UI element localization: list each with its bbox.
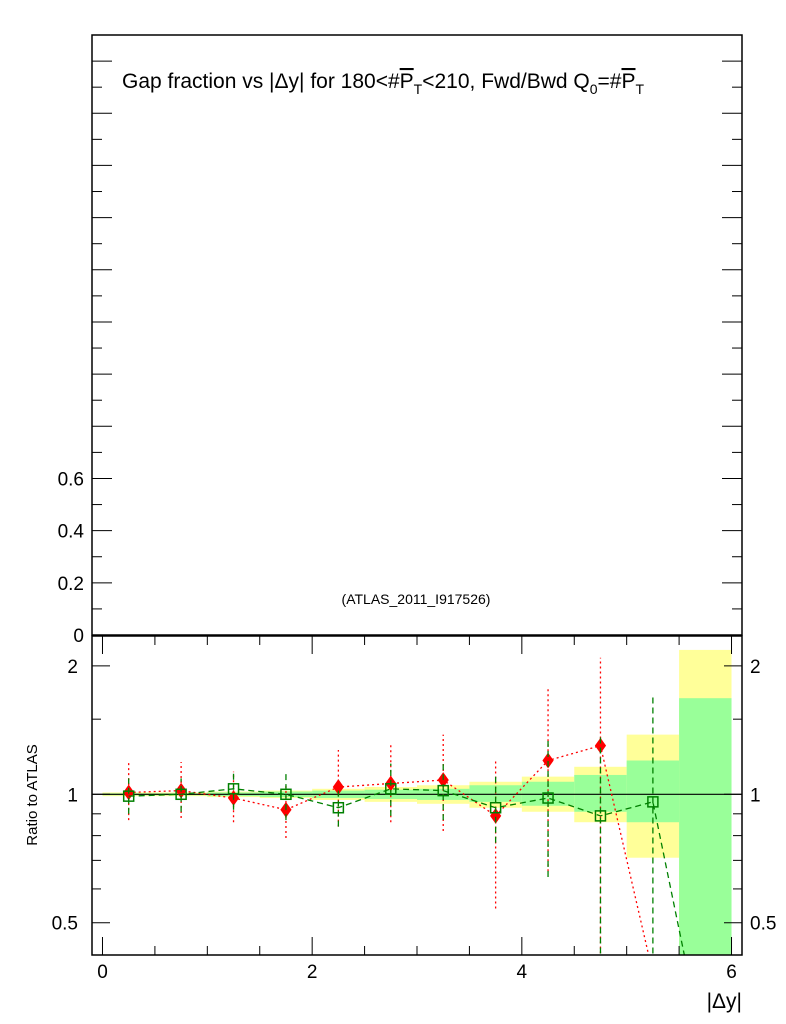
ratio-y-axis-labels-right: 0.5 1 2 <box>750 657 776 935</box>
green-band-bin <box>469 785 522 802</box>
title-part-before: Gap fraction vs |Δy| for 180<# <box>122 70 400 93</box>
series-line-green <box>128 788 685 955</box>
green-band-bin <box>679 698 732 955</box>
x-tick-label: 6 <box>726 962 737 983</box>
title-pt-symbol-2: P <box>621 70 635 93</box>
x-tick-label: 4 <box>517 962 528 983</box>
title-pt-symbol: P <box>400 70 414 93</box>
title-part-eq: =# <box>598 70 622 93</box>
uncertainty-bands <box>102 649 732 955</box>
ratio-y-tick-label-right: 2 <box>750 657 761 678</box>
title-pt-subscript-2: T <box>636 81 645 97</box>
main-plot-frame <box>91 34 743 636</box>
chart-title: Gap fraction vs |Δy| for 180<#PT<210, Fw… <box>122 70 645 97</box>
ratio-y-tick-label: 2 <box>67 657 78 678</box>
analysis-annotation: (ATLAS_2011_I917526) <box>342 591 491 607</box>
data-point-green <box>280 788 292 801</box>
title-pt-subscript: T <box>414 81 423 97</box>
ratio-y-tick-label-right: 0.5 <box>750 914 776 935</box>
data-point-green <box>647 796 659 808</box>
ratio-y-tick-label-right: 1 <box>750 785 761 806</box>
main-y-tick-label: 0.6 <box>58 469 84 490</box>
x-tick-label: 0 <box>97 962 108 983</box>
ratio-y-axis-labels-left: 0.5 1 2 <box>52 657 78 935</box>
data-point-green <box>332 801 345 814</box>
x-axis-tick-labels: 0 2 4 6 <box>97 962 737 983</box>
title-part-middle: <210, Fwd/Bwd Q <box>422 70 590 93</box>
x-axis-title: |Δy| <box>707 990 742 1013</box>
data-point-green <box>489 801 502 814</box>
ratio-y-tick-label: 0.5 <box>52 914 78 935</box>
data-point-green <box>122 790 135 802</box>
data-point-green <box>175 788 187 801</box>
generator-series <box>122 657 685 955</box>
x-tick-label: 2 <box>307 962 318 983</box>
main-y-tick-label: 0.2 <box>58 574 84 595</box>
data-point-green <box>437 784 449 797</box>
title-q-subscript: 0 <box>590 81 598 97</box>
data-point-red <box>542 752 554 769</box>
series-green <box>122 695 685 955</box>
main-y-axis-ticks <box>92 34 742 636</box>
ratio-axis-ticks <box>92 636 742 955</box>
ratio-y-tick-label: 1 <box>67 785 78 806</box>
main-y-tick-label: 0 <box>73 626 84 647</box>
data-point-green <box>227 783 240 795</box>
main-y-axis-labels: 0 0.2 0.4 0.6 <box>58 469 85 647</box>
data-point-green <box>594 810 607 822</box>
data-point-green <box>385 783 397 795</box>
ratio-y-axis-title: Ratio to ATLAS <box>24 744 41 845</box>
data-point-green <box>542 792 554 804</box>
main-y-tick-label: 0.4 <box>58 522 85 543</box>
